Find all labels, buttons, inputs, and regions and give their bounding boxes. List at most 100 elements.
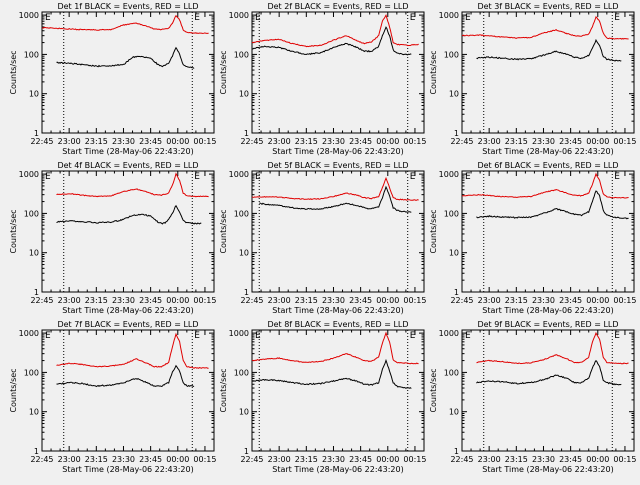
y-tick-label: 1000 xyxy=(19,170,39,179)
series-lld-line xyxy=(56,332,209,369)
series-events-line xyxy=(259,185,412,213)
marker-label-start: E xyxy=(255,172,261,182)
x-tick-label: 00:00 xyxy=(376,296,399,305)
chart-panel-4f: Det 4f BLACK = Events, RED = LLD E E 1 10 100… xyxy=(9,161,216,315)
chart-title: Det 2f BLACK = Events, RED = LLD xyxy=(267,2,408,11)
y-tick-label: 1 xyxy=(34,129,39,138)
x-tick-label: 23:30 xyxy=(112,455,135,464)
y-axis-label: Counts/sec xyxy=(9,368,18,412)
x-tick-label: 23:30 xyxy=(112,137,135,146)
marker-label-start: E xyxy=(465,331,471,341)
marker-label-end: E xyxy=(614,172,620,182)
series-lld-line xyxy=(476,331,629,365)
y-tick-label: 1 xyxy=(454,129,459,138)
x-tick-label: 00:15 xyxy=(193,296,216,305)
x-tick-label: 23:15 xyxy=(85,137,108,146)
x-axis-label: Start Time (28-May-06 22:43:20) xyxy=(482,465,613,474)
x-tick-label: 23:30 xyxy=(322,296,345,305)
marker-label-start: E xyxy=(45,172,51,182)
x-axis-label: Start Time (28-May-06 22:43:20) xyxy=(62,306,193,315)
y-tick-label: 1 xyxy=(244,288,249,297)
x-tick-label: 00:15 xyxy=(613,296,636,305)
x-tick-label: 00:15 xyxy=(403,296,426,305)
y-tick-label: 1000 xyxy=(439,170,459,179)
y-tick-label: 1000 xyxy=(229,11,249,20)
y-tick-label: 100 xyxy=(24,50,39,59)
x-axis-label: Start Time (28-May-06 22:43:20) xyxy=(272,147,403,156)
x-tick-label: 00:15 xyxy=(193,137,216,146)
x-tick-label: 23:45 xyxy=(139,455,162,464)
chart-title: Det 9f BLACK = Events, RED = LLD xyxy=(477,320,618,329)
x-tick-label: 00:15 xyxy=(613,137,636,146)
plot-frame xyxy=(251,329,425,452)
marker-label-start: E xyxy=(255,331,261,341)
x-tick-label: 23:15 xyxy=(295,455,318,464)
x-axis-label: Start Time (28-May-06 22:43:20) xyxy=(482,306,613,315)
chart-title: Det 6f BLACK = Events, RED = LLD xyxy=(477,161,618,170)
x-tick-label: 22:45 xyxy=(450,296,473,305)
x-tick-label: 22:45 xyxy=(240,296,263,305)
x-tick-label: 23:30 xyxy=(532,455,555,464)
series-events-line xyxy=(251,358,412,389)
x-tick-label: 23:15 xyxy=(505,137,528,146)
y-axis-label: Counts/sec xyxy=(9,50,18,94)
plot-frame xyxy=(461,170,635,293)
marker-label-end: E xyxy=(410,13,416,23)
plot-frame xyxy=(41,170,215,293)
marker-label-end: E xyxy=(614,331,620,341)
chart-title: Det 3f BLACK = Events, RED = LLD xyxy=(477,2,618,11)
x-tick-label: 22:45 xyxy=(30,137,53,146)
x-tick-label: 23:00 xyxy=(268,137,291,146)
x-tick-label: 23:15 xyxy=(505,455,528,464)
marker-label-start: E xyxy=(45,331,51,341)
marker-label-end: E xyxy=(410,172,416,182)
x-tick-label: 22:45 xyxy=(240,137,263,146)
x-tick-label: 00:00 xyxy=(166,455,189,464)
y-tick-label: 10 xyxy=(449,249,459,258)
marker-label-start: E xyxy=(465,13,471,23)
chart-panel-6f: Det 6f BLACK = Events, RED = LLD E E 1 10 100… xyxy=(429,161,636,315)
x-tick-label: 23:30 xyxy=(112,296,135,305)
y-axis-label: Counts/sec xyxy=(429,50,438,94)
y-tick-label: 100 xyxy=(24,368,39,377)
x-tick-label: 00:00 xyxy=(376,455,399,464)
marker-label-end: E xyxy=(194,13,200,23)
x-tick-label: 22:45 xyxy=(30,296,53,305)
marker-label-end: E xyxy=(194,331,200,341)
series-events-line xyxy=(476,359,622,386)
series-events-line xyxy=(56,364,195,388)
series-events-line xyxy=(56,46,195,69)
chart-title: Det 7f BLACK = Events, RED = LLD xyxy=(57,320,198,329)
y-tick-label: 1000 xyxy=(229,329,249,338)
x-tick-label: 00:00 xyxy=(376,137,399,146)
series-lld-line xyxy=(56,172,209,198)
marker-label-start: E xyxy=(45,13,51,23)
x-tick-label: 23:15 xyxy=(505,296,528,305)
y-tick-label: 100 xyxy=(444,209,459,218)
marker-label-end: E xyxy=(614,13,620,23)
plot-frame xyxy=(41,11,215,134)
x-tick-label: 23:30 xyxy=(322,455,345,464)
x-tick-label: 23:45 xyxy=(349,455,372,464)
y-axis-label: Counts/sec xyxy=(429,209,438,253)
chart-title: Det 8f BLACK = Events, RED = LLD xyxy=(267,320,408,329)
marker-label-start: E xyxy=(465,172,471,182)
series-lld-line xyxy=(251,176,419,201)
x-tick-label: 23:00 xyxy=(58,455,81,464)
series-lld-line xyxy=(461,16,629,40)
x-tick-label: 23:15 xyxy=(295,137,318,146)
x-tick-label: 23:45 xyxy=(349,137,372,146)
x-tick-label: 00:00 xyxy=(586,455,609,464)
y-tick-label: 1 xyxy=(244,129,249,138)
y-tick-label: 10 xyxy=(29,249,39,258)
x-tick-label: 23:30 xyxy=(532,296,555,305)
y-tick-label: 1000 xyxy=(19,11,39,20)
plot-frame xyxy=(461,329,635,452)
plot-frame xyxy=(251,170,425,293)
x-tick-label: 23:30 xyxy=(532,137,555,146)
y-axis-label: Counts/sec xyxy=(219,209,228,253)
y-tick-label: 10 xyxy=(239,249,249,258)
y-axis-label: Counts/sec xyxy=(9,209,18,253)
x-tick-label: 23:00 xyxy=(58,296,81,305)
